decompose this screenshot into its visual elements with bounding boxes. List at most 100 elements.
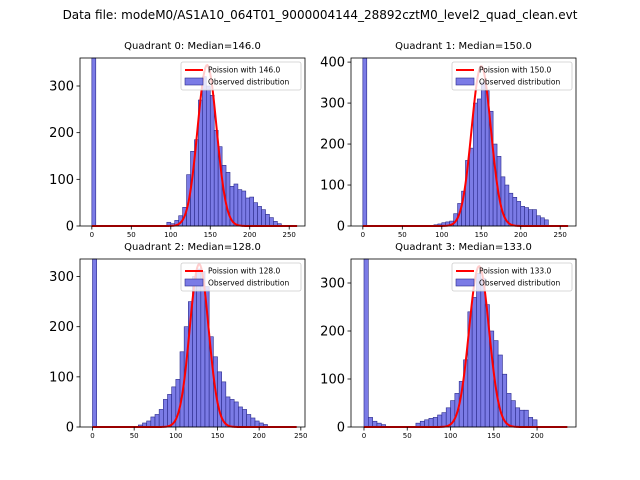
histogram-bar — [241, 190, 247, 227]
y-tick-label: 100 — [320, 179, 345, 194]
histogram-bar — [469, 147, 474, 227]
histogram-bar — [167, 394, 172, 428]
y-tick-label: 400 — [320, 56, 345, 71]
histogram-bar — [528, 209, 533, 227]
x-tick-label: 0 — [362, 432, 366, 440]
x-tick-label: 50 — [130, 432, 139, 440]
x-tick-label: 250 — [283, 231, 296, 239]
histogram-bar — [229, 399, 235, 428]
subplot-quadrant-2: 0 100 200 300 0 50 100 150 200 250 Quadrant 2: Med… — [49, 242, 307, 440]
histogram-bar — [206, 85, 211, 227]
histogram-bar — [238, 406, 243, 428]
y-tick-label: 200 — [320, 138, 345, 153]
histogram-bar — [269, 217, 274, 227]
histogram-bar — [158, 409, 164, 428]
legend-label-poisson: Poission with 146.0 — [208, 66, 281, 75]
histogram-bar — [437, 414, 443, 428]
histogram-bar — [476, 273, 482, 428]
histogram-bar — [225, 396, 231, 428]
x-tick-label: 150 — [204, 231, 217, 239]
x-tick-label: 0 — [361, 231, 365, 239]
y-tick-label: 0 — [337, 421, 345, 436]
x-tick-label: 0 — [90, 432, 94, 440]
axes-frame — [79, 57, 306, 227]
histogram-bar — [257, 206, 262, 227]
legend-label-poisson: Poission with 128.0 — [208, 267, 281, 276]
y-tick-label: 300 — [49, 270, 74, 285]
legend-box — [180, 61, 302, 91]
x-tick-label: 150 — [211, 432, 224, 440]
y-tick-label: 100 — [49, 173, 74, 188]
histogram-bar — [441, 412, 447, 428]
histogram-bar — [532, 419, 538, 428]
x-tick-label: 100 — [169, 432, 182, 440]
y-tick-label: 0 — [66, 220, 74, 235]
histogram-bar — [233, 183, 239, 227]
histogram-bar — [217, 371, 222, 428]
histogram-bar — [477, 98, 482, 227]
histogram-bar — [163, 399, 168, 428]
axes-frame — [79, 258, 306, 428]
histogram-bar — [480, 82, 486, 227]
histogram-bar — [92, 258, 97, 428]
legend-label-observed: Observed distribution — [479, 78, 560, 87]
histogram-bar — [506, 393, 512, 428]
x-tick-label: 0 — [90, 231, 94, 239]
legend-bar-swatch — [184, 278, 204, 287]
x-tick-label: 200 — [530, 432, 543, 440]
subplot-quadrant-1: 0 100 200 300 400 0 50 100 150 200 250 Quadrant 1: … — [320, 41, 577, 239]
histogram-bar — [154, 414, 160, 428]
histogram-bar — [362, 57, 368, 227]
histogram-bar — [519, 409, 525, 428]
histogram-bar — [196, 268, 202, 428]
subplot-title: Quadrant 3: Median=133.0 — [395, 242, 532, 253]
legend-box — [180, 262, 302, 292]
histogram-bar — [242, 409, 247, 428]
y-tick-label: 100 — [320, 373, 345, 388]
axes-frame — [350, 258, 577, 428]
histogram-bar — [249, 196, 254, 227]
y-tick-label: 100 — [49, 370, 74, 385]
histogram-bar — [532, 209, 537, 227]
histogram-bar — [368, 417, 373, 428]
subplot-title: Quadrant 1: Median=150.0 — [395, 41, 532, 52]
y-tick-label: 0 — [337, 220, 345, 235]
legend-bar-swatch — [184, 77, 204, 86]
x-tick-label: 100 — [164, 231, 177, 239]
x-tick-label: 100 — [435, 231, 448, 239]
legend-label-observed: Observed distribution — [479, 279, 560, 288]
axes-frame — [350, 57, 577, 227]
histogram-bar — [428, 418, 434, 428]
x-tick-label: 100 — [444, 432, 457, 440]
legend-bar-swatch — [455, 77, 475, 86]
x-tick-label: 200 — [514, 231, 527, 239]
histogram-bar — [261, 209, 266, 227]
histogram-bar — [508, 192, 514, 227]
subplot-title: Quadrant 0: Median=146.0 — [124, 41, 261, 52]
legend-label-observed: Observed distribution — [208, 78, 289, 87]
legend-bar-swatch — [455, 278, 475, 287]
x-tick-label: 200 — [252, 432, 265, 440]
histogram-bar — [424, 419, 430, 428]
x-tick-label: 150 — [475, 231, 488, 239]
x-tick-label: 250 — [554, 231, 567, 239]
histogram-bar — [250, 417, 256, 428]
histogram-bar — [540, 217, 545, 227]
legend-label-poisson: Poission with 150.0 — [479, 66, 552, 75]
legend-box — [451, 61, 573, 91]
histogram-bar — [516, 201, 522, 227]
y-tick-label: 200 — [49, 126, 74, 141]
histogram-bar — [150, 416, 156, 428]
subplot-quadrant-0: 0 100 200 300 0 50 100 150 200 250 Quadrant 0: Med… — [49, 41, 306, 239]
y-tick-label: 300 — [320, 277, 345, 292]
x-tick-label: 50 — [127, 231, 136, 239]
legend-label-observed: Observed distribution — [208, 279, 289, 288]
histogram-bar — [524, 207, 529, 227]
histogram-bar — [237, 189, 243, 227]
histogram-bar — [432, 417, 438, 428]
histogram-bar — [473, 102, 478, 227]
histogram-bar — [91, 57, 97, 227]
x-tick-label: 150 — [487, 432, 500, 440]
x-tick-label: 200 — [243, 231, 256, 239]
